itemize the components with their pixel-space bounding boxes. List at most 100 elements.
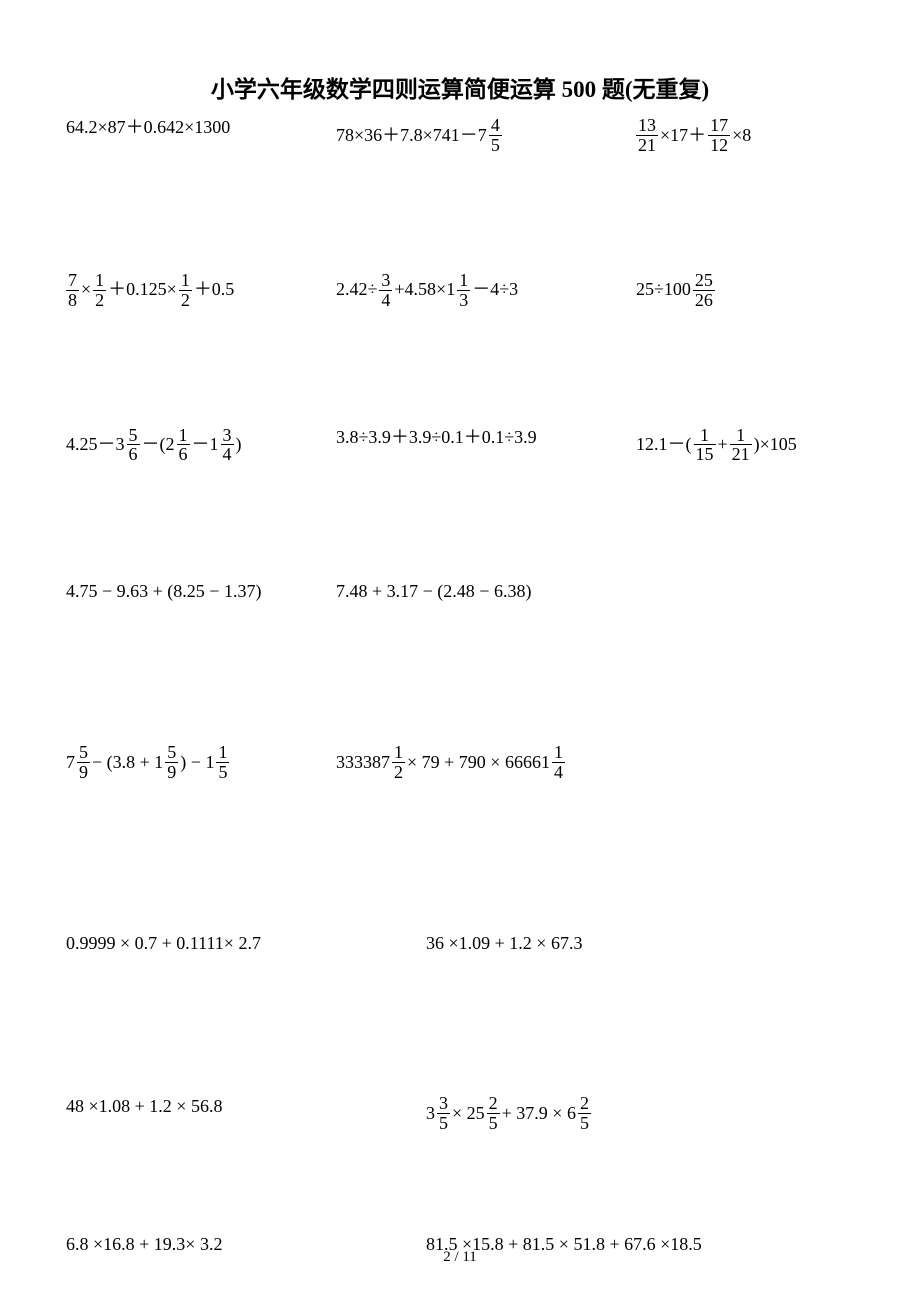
text-span: 3.8÷3.9＋3.9÷0.1＋0.1÷3.9 [335, 427, 538, 449]
problems-container: 64.2×87＋0.642×130078×36＋7.8×741－7451321×… [65, 118, 855, 1258]
text-span: 333387 [335, 752, 391, 774]
fraction-denominator: 5 [578, 1114, 591, 1133]
fraction-numerator: 1 [694, 426, 716, 446]
text-span: × 79 + 790 × 66661 [406, 752, 551, 774]
problem-row: 78×12＋0.125×12＋0.52.42÷34+4.58×113－4÷325… [65, 273, 855, 312]
page-title: 小学六年级数学四则运算简便运算 500 题(无重复) [65, 70, 855, 104]
fraction: 14 [552, 743, 565, 782]
fraction-numerator: 1 [216, 743, 229, 763]
problem-cell: 78×36＋7.8×741－745 [335, 118, 635, 157]
fraction-numerator: 1 [179, 271, 192, 291]
fraction-numerator: 13 [636, 116, 658, 136]
fraction-numerator: 3 [437, 1094, 450, 1114]
fraction-denominator: 5 [437, 1114, 450, 1133]
fraction-numerator: 5 [77, 743, 90, 763]
fraction-numerator: 25 [693, 271, 715, 291]
fraction: 34 [379, 271, 392, 310]
fraction-denominator: 21 [636, 136, 658, 155]
text-span: ×17＋ [659, 125, 707, 147]
fraction: 12 [179, 271, 192, 310]
text-span: 2.42÷ [335, 279, 378, 301]
fraction-denominator: 5 [489, 136, 502, 155]
page: 小学六年级数学四则运算简便运算 500 题(无重复) 64.2×87＋0.642… [0, 0, 920, 1298]
page-footer: 2 / 11 [0, 1249, 920, 1266]
fraction: 12 [93, 271, 106, 310]
fraction: 25 [487, 1094, 500, 1133]
fraction-denominator: 15 [694, 445, 716, 464]
problem-cell: 36 ×1.09 + 1.2 × 67.3 [335, 934, 583, 957]
fraction-denominator: 2 [93, 291, 106, 310]
fraction-numerator: 2 [578, 1094, 591, 1114]
fraction-numerator: 17 [708, 116, 730, 136]
fraction-numerator: 1 [392, 743, 405, 763]
fraction: 59 [77, 743, 90, 782]
fraction-numerator: 1 [177, 426, 190, 446]
problem-cell: 3.8÷3.9＋3.9÷0.1＋0.1÷3.9 [335, 428, 635, 451]
fraction: 34 [221, 426, 234, 465]
fraction-denominator: 2 [392, 763, 405, 782]
text-span: －1 [191, 434, 220, 456]
fraction-denominator: 4 [552, 763, 565, 782]
fraction: 56 [127, 426, 140, 465]
text-span: )×105 [753, 434, 798, 456]
problem-cell: 25÷1002526 [635, 273, 716, 312]
problem-row: 0.9999 × 0.7 + 0.1111× 2.7 36 ×1.09 + 1.2… [65, 934, 855, 957]
problem-cell: 64.2×87＋0.642×1300 [65, 118, 335, 141]
fraction: 2526 [693, 271, 715, 310]
fraction: 78 [66, 271, 79, 310]
text-span: + 37.9 × 6 [501, 1103, 577, 1125]
fraction: 16 [177, 426, 190, 465]
text-span: × [80, 279, 92, 301]
fraction-denominator: 3 [457, 291, 470, 310]
fraction-numerator: 5 [127, 426, 140, 446]
fraction: 1712 [708, 116, 730, 155]
text-span: 4.75 − 9.63 + (8.25 − 1.37) [65, 581, 262, 603]
text-span: − (3.8 + 1 [91, 752, 164, 774]
text-span: －4÷3 [471, 279, 519, 301]
fraction: 115 [694, 426, 716, 465]
fraction-denominator: 2 [179, 291, 192, 310]
text-span: 36 ×1.09 + 1.2 × 67.3 [425, 933, 583, 955]
text-span: 7 [65, 752, 76, 774]
text-span: 78×36＋7.8×741－7 [335, 125, 488, 147]
text-span: 3 [425, 1103, 436, 1125]
problem-cell: 12.1－(115+121)×105 [635, 428, 798, 467]
fraction-numerator: 3 [221, 426, 234, 446]
fraction: 45 [489, 116, 502, 155]
problem-cell: 335× 2525 + 37.9 × 625 [335, 1096, 592, 1135]
fraction: 1321 [636, 116, 658, 155]
text-span: 7.48 + 3.17 − (2.48 − 6.38) [335, 581, 532, 603]
fraction-denominator: 6 [127, 445, 140, 464]
text-span: 25÷100 [635, 279, 692, 301]
fraction-denominator: 12 [708, 136, 730, 155]
text-span: 0.9999 × 0.7 + 0.1111× 2.7 [65, 933, 262, 955]
problem-cell: 33338712× 79 + 790 × 6666114 [335, 745, 635, 784]
problem-cell: 1321×17＋1712×8 [635, 118, 752, 157]
text-span: ) [235, 434, 243, 456]
fraction-numerator: 1 [93, 271, 106, 291]
fraction-numerator: 2 [487, 1094, 500, 1114]
fraction-numerator: 7 [66, 271, 79, 291]
fraction: 15 [216, 743, 229, 782]
problem-cell: 0.9999 × 0.7 + 0.1111× 2.7 [65, 934, 335, 957]
problem-cell: 7.48 + 3.17 − (2.48 − 6.38) [335, 582, 635, 605]
text-span: 48 ×1.08 + 1.2 × 56.8 [65, 1096, 223, 1118]
fraction: 25 [578, 1094, 591, 1133]
fraction-denominator: 6 [177, 445, 190, 464]
fraction-denominator: 26 [693, 291, 715, 310]
problem-row: 759 − (3.8 + 159) − 11533338712× 79 + 79… [65, 745, 855, 784]
fraction: 35 [437, 1094, 450, 1133]
problem-cell: 78×12＋0.125×12＋0.5 [65, 273, 335, 312]
problem-row: 4.25－356－(216－134)3.8÷3.9＋3.9÷0.1＋0.1÷3.… [65, 428, 855, 467]
fraction-denominator: 8 [66, 291, 79, 310]
problem-cell: 4.75 − 9.63 + (8.25 − 1.37) [65, 582, 335, 605]
fraction-numerator: 4 [489, 116, 502, 136]
problem-row: 4.75 − 9.63 + (8.25 − 1.37) 7.48 + 3.17 −… [65, 582, 855, 605]
fraction-numerator: 1 [730, 426, 752, 446]
problem-row: 48 ×1.08 + 1.2 × 56.8335× 2525 + 37.9 × … [65, 1096, 855, 1135]
text-span: + [717, 434, 729, 456]
fraction-numerator: 3 [379, 271, 392, 291]
fraction-numerator: 1 [457, 271, 470, 291]
problem-row: 64.2×87＋0.642×130078×36＋7.8×741－7451321×… [65, 118, 855, 157]
fraction-denominator: 9 [165, 763, 178, 782]
